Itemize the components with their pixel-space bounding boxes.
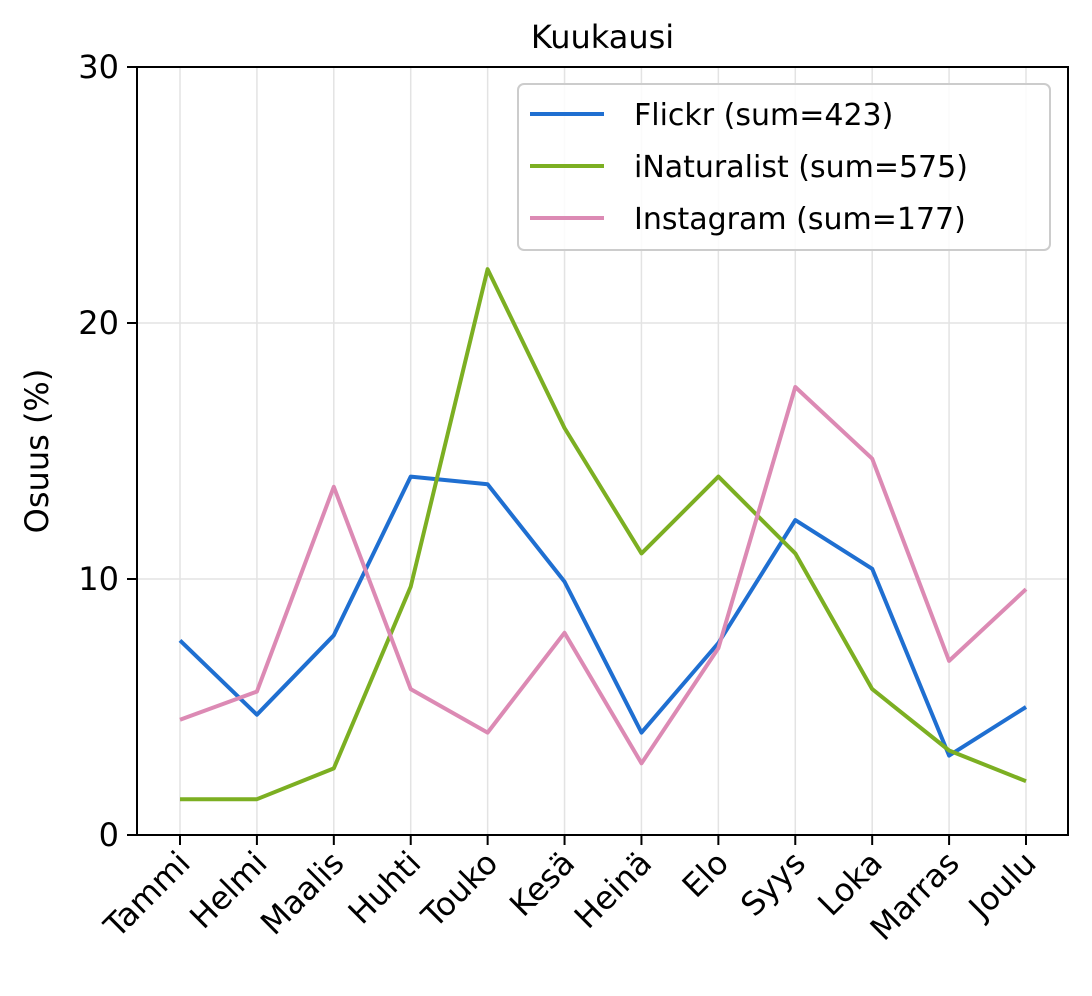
legend-entry: Flickr (sum=423)	[634, 98, 893, 133]
x-tick-label: Huhti	[341, 844, 429, 932]
y-tick-label: 0	[99, 816, 119, 854]
legend: Flickr (sum=423) iNaturalist (sum=575) Ins…	[517, 83, 1051, 251]
y-axis-label: Osuus (%)	[18, 369, 56, 534]
x-tick-label: Syys	[733, 844, 813, 924]
x-tick-label: Elo	[675, 844, 736, 905]
legend-entry: Instagram (sum=177)	[634, 202, 966, 237]
legend-box	[517, 83, 1051, 251]
y-tick-label: 20	[78, 304, 119, 342]
x-tick-label: Maalis	[253, 844, 351, 942]
x-tick-label: Touko	[413, 844, 505, 936]
x-tick-label: Heinä	[567, 844, 659, 936]
chart-title: Kuukausi	[531, 18, 674, 56]
y-tick-label: 10	[78, 560, 119, 598]
series-line-0	[178, 474, 1028, 758]
plot-frame	[136, 66, 1069, 836]
legend-entry: iNaturalist (sum=575)	[634, 150, 968, 185]
x-tick-label: Joulu	[960, 844, 1044, 928]
y-tick-label: 30	[78, 48, 119, 86]
x-tick-label: Tammi	[96, 844, 198, 946]
series-line-1	[180, 267, 1027, 802]
series-line-2	[179, 385, 1028, 766]
series-layer	[178, 267, 1028, 802]
